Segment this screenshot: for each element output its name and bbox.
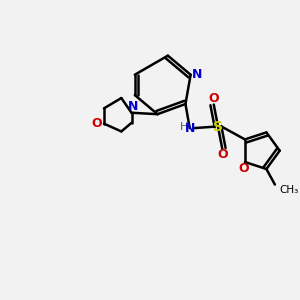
Text: H: H [180,122,188,132]
Text: O: O [238,162,249,175]
Text: O: O [92,117,102,130]
Text: N: N [128,100,138,113]
Text: S: S [213,120,223,134]
Text: N: N [192,68,202,81]
Text: O: O [217,148,228,161]
Text: O: O [208,92,219,105]
Text: CH₃: CH₃ [279,185,298,195]
Text: N: N [185,122,196,135]
